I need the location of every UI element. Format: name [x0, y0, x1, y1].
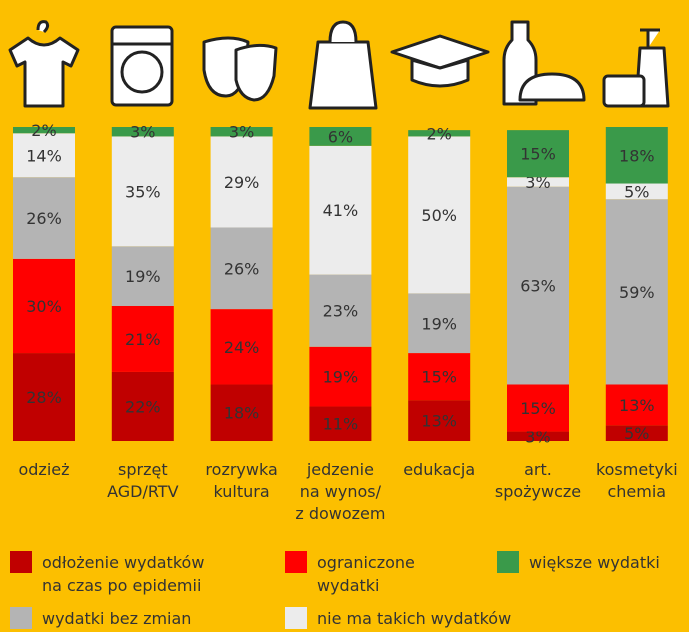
bar-segment: [605, 199, 668, 385]
bar-segment: [111, 305, 174, 372]
icons: [8, 20, 670, 110]
value-label: 3%: [229, 122, 254, 141]
bar-segment: [111, 136, 174, 247]
value-label: 30%: [26, 296, 62, 315]
x-tick-label: rozrywka kultura: [205, 460, 277, 501]
icon-shirt: [8, 36, 80, 108]
icon-bread: [518, 72, 586, 102]
bar-segment: [507, 384, 569, 432]
bar-segment: [605, 384, 668, 426]
bar-segment: [309, 127, 372, 146]
bar-segment: [13, 127, 75, 134]
bar-segment: [507, 177, 569, 187]
bar-segment: [309, 346, 372, 407]
icon-bag: [308, 40, 378, 110]
bar-segment: [309, 274, 372, 347]
bar-segment: [408, 293, 471, 354]
x-tick-label: sprzęt AGD/RTV: [107, 460, 179, 501]
x-tick-label: kosmetyki chemia: [596, 460, 678, 501]
legend-swatch: [285, 551, 307, 573]
bar-segment: [111, 127, 174, 137]
bar-segment: [210, 227, 273, 310]
value-label: 15%: [520, 399, 556, 418]
value-label: 19%: [421, 314, 457, 333]
value-label: 2%: [427, 124, 452, 143]
x-tick-label: jedzenie na wynos/z dowozem: [295, 460, 385, 523]
value-label: 5%: [624, 182, 649, 201]
bar-segment: [13, 133, 75, 178]
value-label: 19%: [125, 267, 161, 286]
value-label: 63%: [520, 276, 556, 295]
bar-segment: [13, 353, 75, 441]
legend-label: odłożenie wydatków na czas po epidemii: [42, 553, 204, 595]
value-label: 15%: [520, 144, 556, 163]
x-tick-label: edukacja: [403, 460, 475, 479]
bar-segment: [13, 177, 75, 259]
value-label: 21%: [125, 329, 161, 348]
value-label: 28%: [26, 388, 62, 407]
bar-segment: [210, 127, 273, 137]
bar-segment: [507, 431, 569, 441]
value-label: 41%: [323, 201, 359, 220]
bar-segment: [309, 145, 372, 275]
bar-segment: [605, 183, 668, 200]
legend-label: nie ma takich wydatków: [317, 609, 511, 628]
value-label: 23%: [323, 301, 359, 320]
bar-segment: [111, 246, 174, 306]
legend-swatch: [10, 551, 32, 573]
value-label: 2%: [31, 121, 56, 140]
value-label: 50%: [421, 205, 457, 224]
value-label: 22%: [125, 397, 161, 416]
value-label: 59%: [619, 282, 655, 301]
bar-segment: [210, 136, 273, 228]
bar-segment: [507, 186, 569, 385]
icon-washer-door: [120, 50, 164, 94]
icon-cap-base: [410, 58, 470, 88]
legend-label: wydatki bez zmian: [42, 609, 191, 628]
x-tick-label: odzież: [18, 460, 69, 479]
value-label: 24%: [224, 337, 260, 356]
value-label: 13%: [421, 411, 457, 430]
value-label: 11%: [323, 414, 359, 433]
value-label: 15%: [421, 367, 457, 386]
value-label: 14%: [26, 146, 62, 165]
value-label: 26%: [26, 209, 62, 228]
value-label: 13%: [619, 395, 655, 414]
value-label: 26%: [224, 259, 260, 278]
value-label: 3%: [130, 122, 155, 141]
value-label: 35%: [125, 182, 161, 201]
bar-segment: [210, 309, 273, 385]
x-tick-label: art. spożywcze: [495, 460, 581, 501]
value-label: 6%: [328, 127, 353, 146]
bar-segment: [605, 425, 668, 441]
value-label: 18%: [619, 146, 655, 165]
legend-swatch: [285, 607, 307, 629]
icon-pump: [640, 28, 660, 48]
icon-mask-2: [234, 43, 278, 102]
bar-segment: [309, 406, 372, 441]
bar-segment: [408, 130, 471, 137]
icon-bag-handle: [328, 20, 358, 43]
bar-segment: [111, 371, 174, 441]
bar-segment: [210, 384, 273, 441]
value-label: 29%: [224, 172, 260, 191]
legend-swatch: [10, 607, 32, 629]
legend-label: większe wydatki: [529, 553, 660, 572]
legend-swatch: [497, 551, 519, 573]
value-label: 5%: [624, 424, 649, 443]
bar-segment: [408, 136, 471, 294]
icon-hanger: [36, 20, 50, 34]
bar-segment: [408, 400, 471, 441]
bar-segment: [13, 258, 75, 354]
bar-segment: [507, 130, 569, 178]
legend-label: ograniczone wydatki: [317, 553, 415, 595]
value-label: 19%: [323, 367, 359, 386]
value-label: 18%: [224, 403, 260, 422]
bar-segment: [605, 127, 668, 184]
icon-jar: [602, 74, 646, 108]
bar-segment: [408, 353, 471, 401]
